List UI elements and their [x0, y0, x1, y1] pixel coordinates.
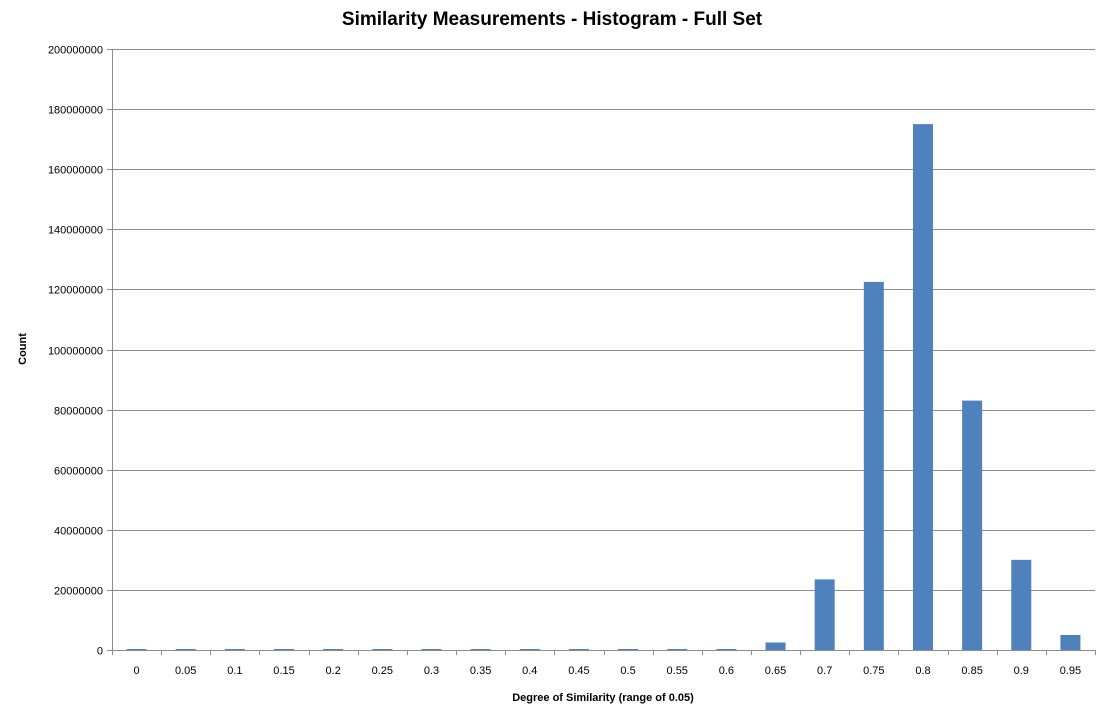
bar-0.2	[323, 649, 344, 650]
bar-0.65	[765, 642, 786, 650]
bar-0.9	[1011, 559, 1032, 650]
y-tick-label: 100000000	[48, 346, 103, 358]
x-tick-label: 0.45	[568, 665, 589, 677]
axes	[112, 49, 1095, 651]
x-tick-label: 0.4	[522, 665, 537, 677]
bar-0.95	[1060, 634, 1081, 650]
x-tick-label: 0.25	[372, 665, 393, 677]
x-tick-label: 0.95	[1060, 665, 1081, 677]
bar-0.25	[372, 649, 393, 650]
y-tick-label: 0	[97, 646, 103, 658]
bar-0.6	[716, 649, 737, 650]
y-tick-label: 60000000	[54, 466, 103, 478]
bar-0.85	[962, 400, 983, 650]
y-tick-label: 40000000	[54, 526, 103, 538]
bar-0.05	[175, 649, 196, 650]
y-tick-label: 120000000	[48, 285, 103, 297]
y-tick-label: 180000000	[48, 105, 103, 117]
x-tick-label: 0.05	[175, 665, 196, 677]
y-axis-label: Count	[17, 333, 29, 365]
bar-0.75	[863, 281, 884, 650]
y-tick-label: 200000000	[48, 45, 103, 57]
x-tick-label: 0.7	[817, 665, 832, 677]
y-axis-ticks: 0 20000000 40000000 60000000 80000000 1000000…	[48, 45, 112, 658]
x-tick-label: 0.3	[424, 665, 439, 677]
x-tick-label: 0.2	[326, 665, 341, 677]
y-tick-label: 20000000	[54, 586, 103, 598]
bar-0	[126, 649, 147, 650]
x-tick-label: 0.55	[667, 665, 688, 677]
y-tick-label: 80000000	[54, 406, 103, 418]
bar-0.15	[274, 649, 295, 650]
chart-title: Similarity Measurements - Histogram - Fu…	[342, 9, 763, 30]
x-tick-label: 0.8	[915, 665, 930, 677]
x-tick-label: 0	[134, 665, 140, 677]
x-tick-label: 0.1	[227, 665, 242, 677]
x-tick-label: 0.6	[719, 665, 734, 677]
x-tick-label: 0.65	[765, 665, 786, 677]
x-tick-label: 0.9	[1014, 665, 1029, 677]
y-tick-label: 160000000	[48, 165, 103, 177]
gridlines	[112, 49, 1095, 591]
y-tick-label: 140000000	[48, 225, 103, 237]
x-tick-label: 0.5	[620, 665, 635, 677]
x-axis-ticks: 0 0.05 0.1 0.15 0.2 0.25 0.3 0.35 0.4 0.45 0.5 0.55…	[112, 650, 1096, 677]
bar-0.1	[224, 649, 245, 650]
bar-0.3	[421, 649, 442, 650]
x-axis-label: Degree of Similarity (range of 0.05)	[512, 692, 694, 704]
bar-0.35	[470, 649, 491, 650]
bar-0.55	[667, 649, 688, 650]
x-tick-label: 0.15	[273, 665, 294, 677]
x-tick-label: 0.35	[470, 665, 491, 677]
x-tick-label: 0.75	[863, 665, 884, 677]
x-tick-label: 0.85	[961, 665, 982, 677]
bar-series	[126, 124, 1081, 651]
bar-0.8	[912, 124, 933, 651]
bar-0.7	[814, 579, 835, 650]
bar-0.5	[618, 649, 639, 650]
bar-0.4	[519, 649, 540, 650]
bar-0.45	[568, 649, 589, 650]
